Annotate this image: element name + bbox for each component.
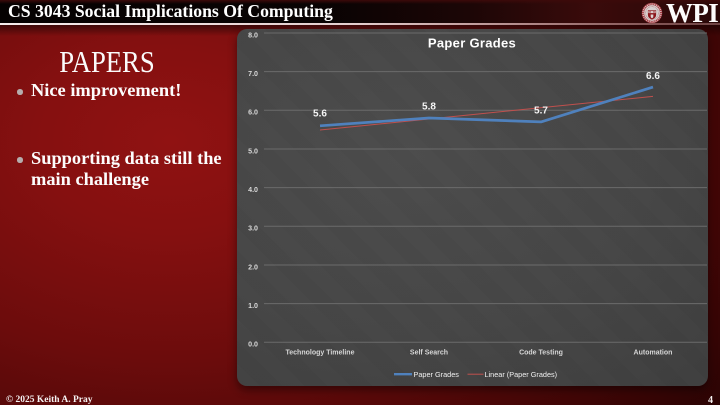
svg-text:8.0: 8.0 xyxy=(248,31,258,39)
svg-text:6.0: 6.0 xyxy=(248,109,258,117)
svg-text:Paper Grades: Paper Grades xyxy=(414,370,460,379)
svg-text:5.8: 5.8 xyxy=(422,102,436,113)
svg-text:3.0: 3.0 xyxy=(248,225,258,233)
svg-text:0.0: 0.0 xyxy=(248,341,258,349)
svg-text:Self Search: Self Search xyxy=(410,350,448,357)
svg-text:Linear (Paper Grades): Linear (Paper Grades) xyxy=(485,370,558,379)
svg-text:5.0: 5.0 xyxy=(248,147,258,155)
svg-text:6.6: 6.6 xyxy=(646,71,660,82)
svg-text:Technology Timeline: Technology Timeline xyxy=(286,350,355,357)
svg-text:Automation: Automation xyxy=(634,350,673,357)
svg-text:5.7: 5.7 xyxy=(534,105,548,116)
svg-text:4.0: 4.0 xyxy=(248,186,258,194)
svg-text:Paper Grades: Paper Grades xyxy=(428,36,516,51)
svg-text:5.6: 5.6 xyxy=(313,109,327,120)
svg-text:Code Testing: Code Testing xyxy=(519,350,563,357)
svg-text:7.0: 7.0 xyxy=(248,70,258,78)
svg-text:1.0: 1.0 xyxy=(248,302,258,310)
svg-text:2.0: 2.0 xyxy=(248,263,258,271)
